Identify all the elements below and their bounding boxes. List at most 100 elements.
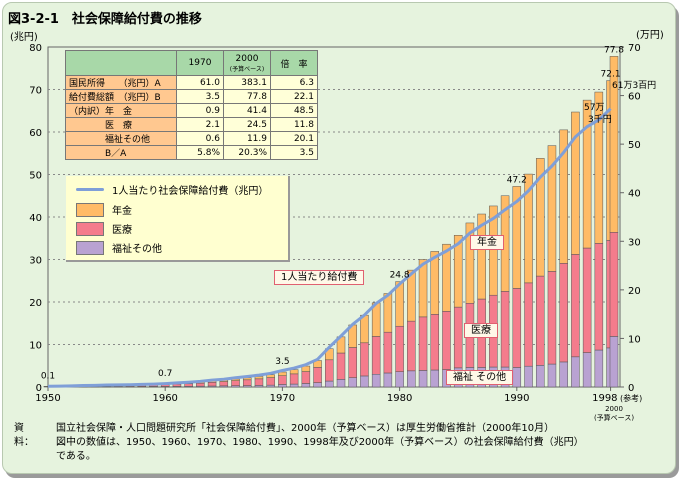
value-1970: 0.9 — [176, 103, 224, 118]
y-tick-label-left: 60 — [29, 128, 42, 139]
bar-pension — [477, 213, 486, 300]
x-tick-label: 1980 — [387, 393, 412, 404]
row-label: 給付費総額 （兆円）B — [65, 89, 177, 104]
row-label: 福祉その他 — [65, 131, 177, 146]
legend-label: 医療 — [112, 225, 132, 236]
y-tick-label-left: 30 — [29, 256, 42, 267]
x-extra-label: (参考) — [620, 393, 642, 403]
legend-item-pension: 年金 — [76, 202, 132, 217]
table-row: B／A 5.8% 20.3% 3.5 — [65, 145, 318, 160]
y-axis-label-left: (兆円) — [10, 31, 38, 43]
bar-welfare — [348, 377, 357, 388]
bar-pension — [582, 99, 592, 249]
value-2000: 24.5 — [223, 117, 271, 132]
y-tick-label-left: 0 — [36, 383, 42, 394]
bar-welfare — [524, 365, 533, 388]
bar-pension — [594, 91, 604, 244]
y-tick-label-right: 30 — [628, 237, 641, 248]
value-2000: 11.9 — [223, 131, 271, 146]
value-2000: 77.8 — [223, 89, 271, 104]
bar-pension — [453, 235, 463, 308]
bar-welfare — [418, 370, 428, 388]
bar-medical — [348, 347, 357, 378]
bar-welfare — [325, 380, 334, 388]
data-label: 47.2 — [507, 175, 527, 185]
line-swatch-icon — [76, 188, 104, 191]
value-ratio: 20.1 — [270, 131, 318, 146]
legend: 1人当たり社会保障給付費（兆円） 年金 医療 福祉その他 — [66, 176, 290, 262]
legend-item-medical: 医療 — [76, 221, 132, 236]
table-header-blank — [65, 50, 177, 76]
data-label: 0.7 — [158, 369, 172, 379]
x-tick-label: 1960 — [152, 393, 177, 404]
bar-medical — [582, 247, 592, 353]
value-1970: 3.5 — [176, 89, 224, 104]
table-row: 国民所得 （兆円）A 61.0 383.1 6.3 — [65, 75, 318, 90]
bar-pension — [609, 56, 619, 233]
data-label: 72.1 — [601, 70, 621, 80]
bar-pension — [442, 243, 451, 312]
medical-swatch-icon — [76, 221, 104, 236]
bar-welfare — [371, 374, 381, 388]
table-header-row: 1970 2000 (予算ベース) 倍 率 — [65, 50, 318, 76]
bar-medical — [407, 320, 416, 372]
row-label: 医 療 — [65, 117, 177, 132]
bar-medical — [207, 382, 217, 387]
y-tick-label-left: 20 — [29, 298, 42, 309]
bar-pension — [571, 111, 580, 255]
bar-welfare — [512, 367, 522, 388]
value-1970: 2.1 — [176, 117, 224, 132]
bar-welfare — [301, 383, 311, 388]
bar-welfare — [559, 361, 568, 388]
data-label: 77.8 — [604, 45, 624, 55]
bar-welfare — [383, 372, 393, 388]
pension-swatch-icon — [76, 202, 104, 217]
y-tick-label-right: 20 — [628, 286, 641, 297]
value-ratio: 48.5 — [270, 103, 318, 118]
x-tick-label: 1998 — [592, 393, 617, 404]
bar-pension — [559, 129, 568, 264]
bar-welfare — [266, 384, 275, 388]
value-1970: 5.8% — [176, 145, 224, 160]
table-row: 福祉その他 0.6 11.9 20.1 — [65, 131, 318, 146]
bar-medical — [184, 383, 193, 387]
bar-medical — [559, 263, 568, 363]
x-tick-label: 1990 — [504, 393, 529, 404]
figure-title: 図3-2-1 社会保障給付費の推移 — [8, 12, 202, 27]
bar-medical — [571, 254, 580, 358]
bar-medical — [594, 243, 604, 351]
legend-item-per-capita: 1人当たり社会保障給付費（兆円） — [76, 182, 268, 197]
table-row: 給付費総額 （兆円）B 3.5 77.8 22.1 — [65, 89, 318, 104]
x-extra-label: 2000 — [605, 405, 623, 413]
value-1970: 0.6 — [176, 131, 224, 146]
legend-label: 福祉その他 — [112, 244, 162, 255]
bar-welfare — [407, 370, 416, 388]
bar-medical — [301, 371, 311, 384]
legend-item-welfare: 福祉その他 — [76, 240, 162, 255]
x-extra-label: (予算ベース) — [594, 413, 634, 422]
bar-medical — [242, 379, 252, 386]
bar-pension — [407, 269, 416, 322]
bar-medical — [500, 291, 510, 368]
value-ratio: 3.5 — [270, 145, 318, 160]
source-key: 資料： — [14, 423, 34, 448]
header-2000-label: 2000 — [235, 53, 259, 64]
summary-table: 1970 2000 (予算ベース) 倍 率 国民所得 （兆円）A 61.0 383.1… — [65, 50, 318, 160]
value-ratio: 11.8 — [270, 117, 318, 132]
bar-pension — [383, 293, 393, 333]
y-tick-label-right: 10 — [628, 334, 641, 345]
bar-medical — [453, 306, 463, 369]
bar-medical — [231, 380, 240, 386]
bar-pension — [395, 281, 404, 327]
bar-medical — [524, 282, 533, 367]
welfare-swatch-icon — [76, 240, 104, 255]
row-label: B／A — [65, 145, 177, 160]
table-header-ratio: 倍 率 — [270, 50, 318, 76]
bar-welfare — [313, 382, 322, 388]
line-label: 3千円 — [588, 114, 612, 125]
data-label: 3.5 — [275, 357, 289, 367]
row-label: （内訳）年 金 — [65, 103, 177, 118]
bar-pension — [360, 314, 369, 344]
y-tick-label-left: 50 — [29, 171, 42, 182]
bar-pension — [430, 251, 440, 315]
